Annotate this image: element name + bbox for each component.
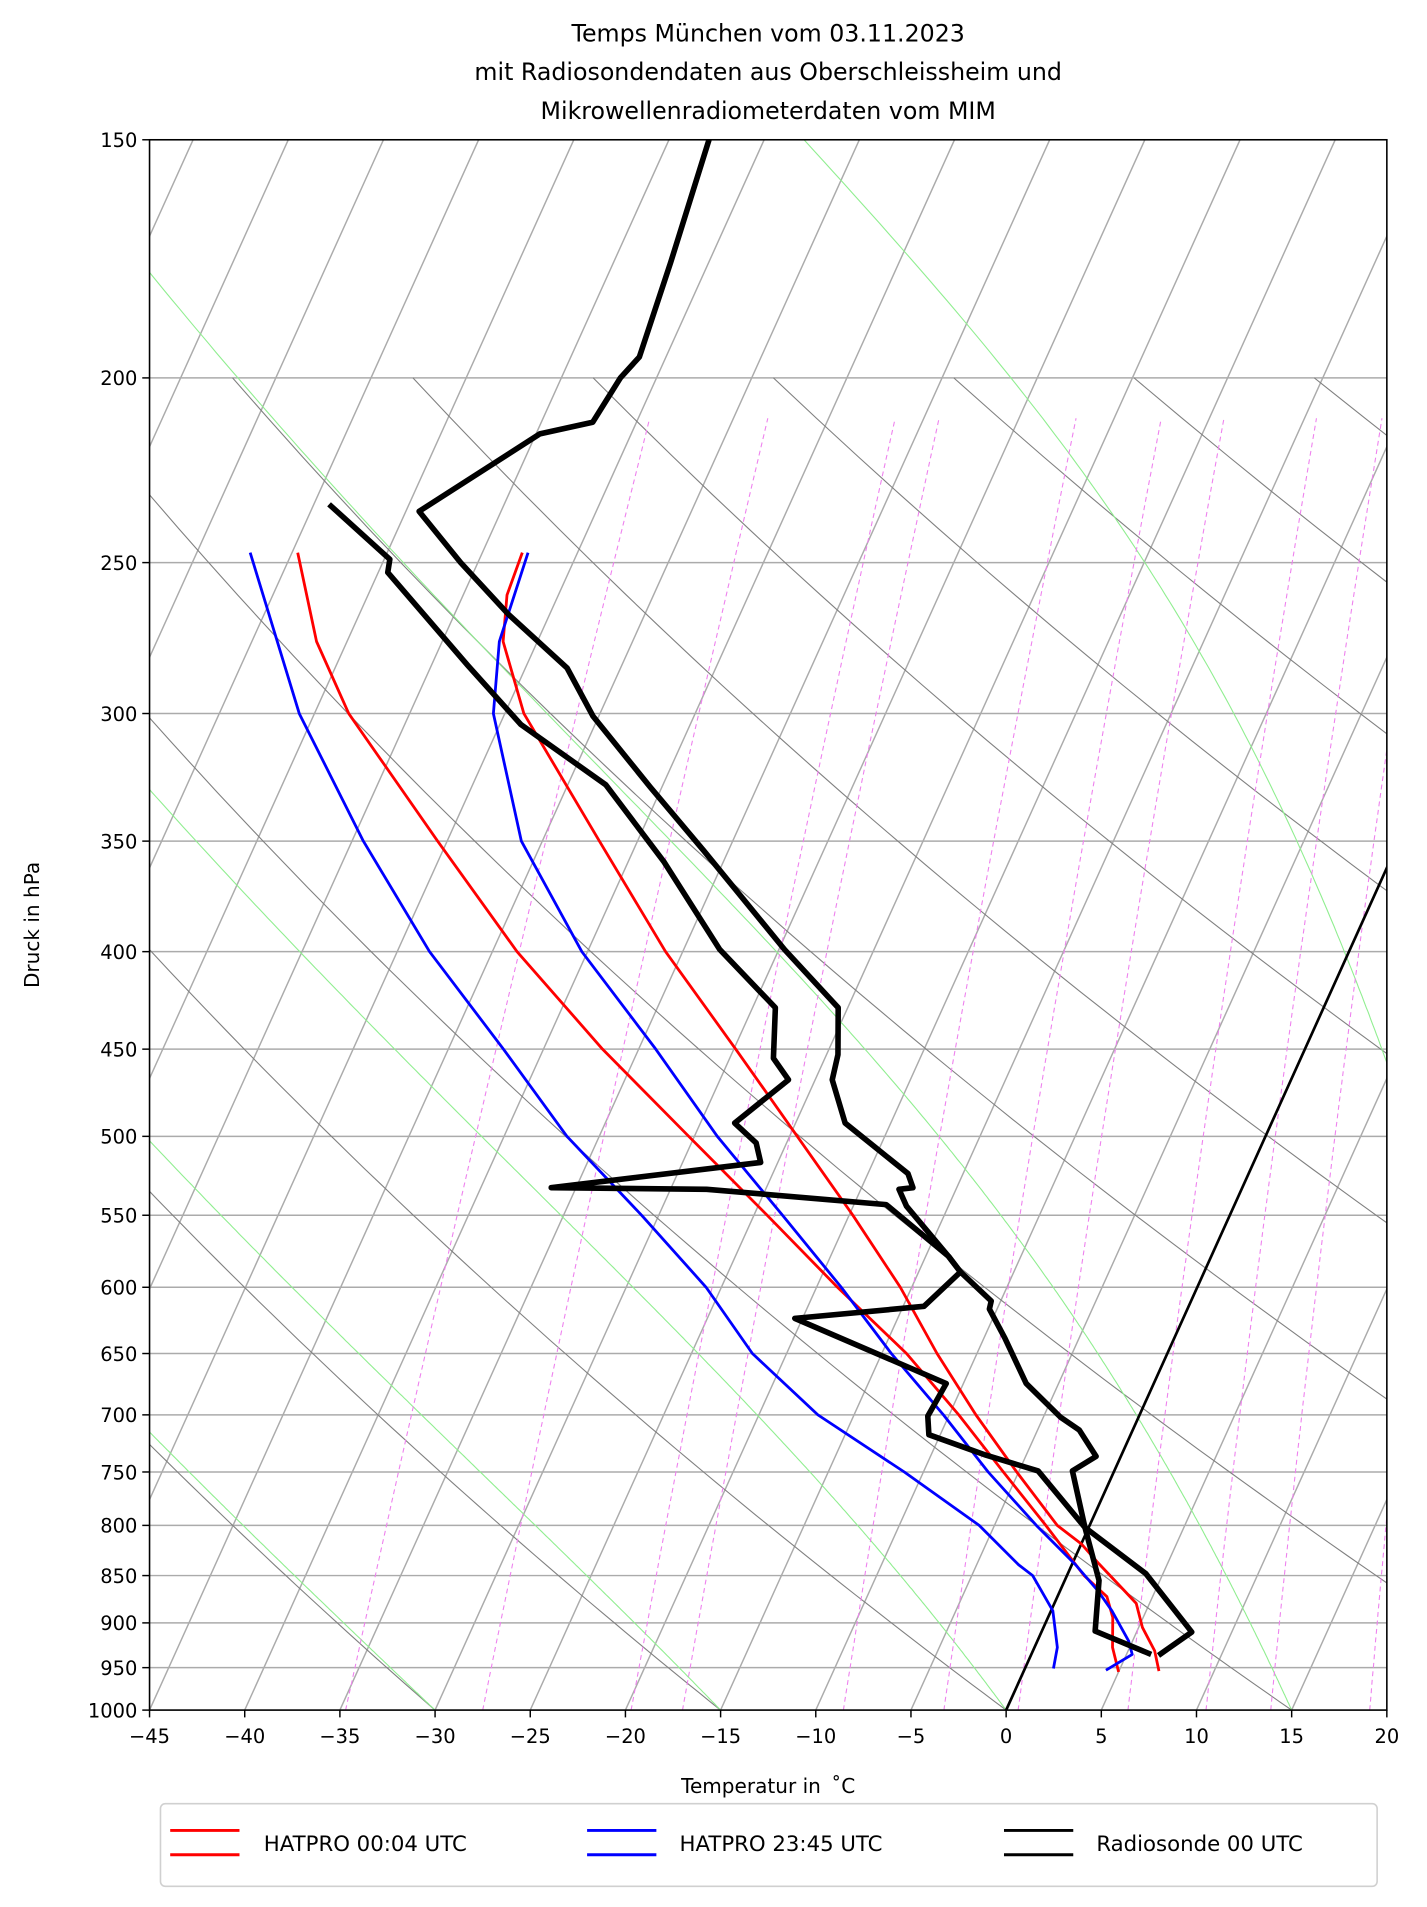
plot-frame xyxy=(148,138,1388,1711)
moist-adiabat-line xyxy=(149,788,1007,1711)
y-tick-label: 950 xyxy=(100,1657,137,1680)
isotherm-line xyxy=(149,139,289,449)
isotherm-line xyxy=(149,139,860,1711)
x-tick-label: −35 xyxy=(319,1725,360,1748)
isotherm-line xyxy=(1195,1287,1387,1711)
y-tick-label: 850 xyxy=(100,1565,137,1588)
y-tick-label: 650 xyxy=(100,1343,137,1366)
y-tick-label: 350 xyxy=(100,830,137,853)
dry-adiabat-line xyxy=(149,948,1007,1711)
moist-adiabat-line xyxy=(149,1140,721,1711)
x-tick-label: −5 xyxy=(897,1725,926,1748)
isotherm-line xyxy=(529,139,1241,1711)
isotherm-line xyxy=(719,234,1387,1711)
zero-degree-isotherm xyxy=(1004,864,1387,1711)
legend-label: HATPRO 00:04 UTC xyxy=(264,1832,467,1857)
dry-adiabat-line xyxy=(232,377,1387,1400)
dry-adiabat-line xyxy=(149,1443,436,1711)
y-tick-label: 200 xyxy=(100,367,137,390)
x-tick-label: 5 xyxy=(1095,1725,1107,1748)
y-tick-label: 450 xyxy=(100,1038,137,1061)
isotherm-line xyxy=(244,139,956,1711)
y-tick-label: 250 xyxy=(100,552,137,575)
mixing-ratio-line xyxy=(1270,745,1387,1711)
dry-adiabat-line xyxy=(149,1190,721,1711)
x-tick-label: −20 xyxy=(605,1725,646,1748)
isotherm-line xyxy=(149,139,765,1502)
background-lines xyxy=(149,139,1387,1711)
isotherm-line xyxy=(339,139,1051,1711)
x-tick-label: 15 xyxy=(1279,1725,1304,1748)
isotherm-line xyxy=(149,139,575,1081)
series-hatpro-0004-temperature-line xyxy=(501,552,1161,1672)
series-hatpro-0004-dewpoint-line xyxy=(296,552,1120,1673)
y-tick-label: 400 xyxy=(100,941,137,964)
title-line-3: Mikrowellenradiometerdaten vom MIM xyxy=(541,97,996,125)
y-tick-label: 600 xyxy=(100,1277,137,1300)
isotherm-line xyxy=(149,139,480,870)
x-tick-label: 20 xyxy=(1374,1725,1399,1748)
x-tick-label: −45 xyxy=(129,1725,170,1748)
y-tick-label: 700 xyxy=(100,1404,137,1427)
mixing-ratio-line xyxy=(842,418,1077,1711)
isotherm-line xyxy=(910,655,1387,1711)
y-tick-label: 750 xyxy=(100,1461,137,1484)
moist-adiabat-line xyxy=(149,1431,436,1711)
x-tick-label: −10 xyxy=(795,1725,836,1748)
x-axis: −45 −40 −35 −30 −25 −20 −15 −10 −5 0 5 10 15 20 xyxy=(129,1710,1399,1748)
series-hatpro-2345-temperature-line xyxy=(491,552,1134,1672)
isotherm-line xyxy=(434,139,1146,1711)
legend-item-hatpro-2345: HATPRO 23:45 UTC xyxy=(587,1828,882,1857)
series-radiosonde-dewpoint-line xyxy=(327,502,1153,1658)
isotherm-line xyxy=(815,444,1387,1711)
isotherm-line xyxy=(624,139,1336,1711)
title-line-2: mit Radiosondendaten aus Oberschleisshei… xyxy=(474,58,1061,86)
legend-label: HATPRO 23:45 UTC xyxy=(679,1832,882,1857)
mixing-ratio-line xyxy=(482,418,769,1711)
dry-adiabat-line xyxy=(412,377,1387,1224)
mixing-ratio-line xyxy=(943,418,1162,1711)
y-axis-label: Druck in hPa xyxy=(20,862,44,988)
mixing-ratio-line xyxy=(1127,418,1318,1711)
x-tick-label: −40 xyxy=(224,1725,265,1748)
mixing-ratio-line xyxy=(1017,418,1225,1711)
y-tick-label: 150 xyxy=(100,129,137,152)
isotherm-line xyxy=(149,139,385,660)
y-axis: 1000 950 900 850 800 750 700 650 600 550 500 450 400… xyxy=(88,129,150,1722)
y-tick-label: 500 xyxy=(100,1126,137,1149)
series-radiosonde-temperature-line xyxy=(416,139,1195,1658)
mixing-ratio-line xyxy=(345,418,651,1711)
legend-box xyxy=(159,1802,1378,1888)
x-axis-label: Temperatur in ˚C xyxy=(680,1774,855,1798)
mixing-ratio-line xyxy=(1205,418,1383,1711)
y-tick-label: 1000 xyxy=(88,1699,137,1722)
dry-adiabat-line xyxy=(773,377,1387,892)
legend-item-hatpro-0004: HATPRO 00:04 UTC xyxy=(170,1828,467,1857)
mixing-ratio-line xyxy=(630,418,896,1711)
moist-adiabat-line xyxy=(149,271,1293,1711)
dry-adiabat-line xyxy=(592,377,1387,1055)
legend-label: Radiosonde 00 UTC xyxy=(1096,1832,1303,1857)
y-tick-label: 900 xyxy=(100,1612,137,1635)
legend-item-radiosonde: Radiosonde 00 UTC xyxy=(1003,1828,1303,1857)
dry-adiabat-line xyxy=(149,494,1387,1584)
y-tick-label: 550 xyxy=(100,1205,137,1228)
series-hatpro-2345-dewpoint-line xyxy=(248,552,1059,1669)
x-tick-label: −15 xyxy=(700,1725,741,1748)
isotherm-line xyxy=(149,139,670,1291)
x-tick-label: 10 xyxy=(1184,1725,1209,1748)
x-tick-label: −30 xyxy=(415,1725,456,1748)
y-tick-label: 300 xyxy=(100,703,137,726)
x-tick-label: 0 xyxy=(1000,1725,1012,1748)
data-series xyxy=(248,139,1195,1673)
isotherm-line xyxy=(1100,1076,1387,1711)
x-tick-label: −25 xyxy=(510,1725,551,1748)
mixing-ratio-line xyxy=(681,418,940,1711)
y-tick-label: 800 xyxy=(100,1515,137,1538)
chart-title: Temps München vom 03.11.2023 mit Radioso… xyxy=(474,19,1061,125)
legend: HATPRO 00:04 UTC HATPRO 23:45 UTC Radios… xyxy=(159,1802,1378,1888)
title-line-1: Temps München vom 03.11.2023 xyxy=(571,19,965,47)
moist-adiabat-line xyxy=(803,139,1387,1065)
